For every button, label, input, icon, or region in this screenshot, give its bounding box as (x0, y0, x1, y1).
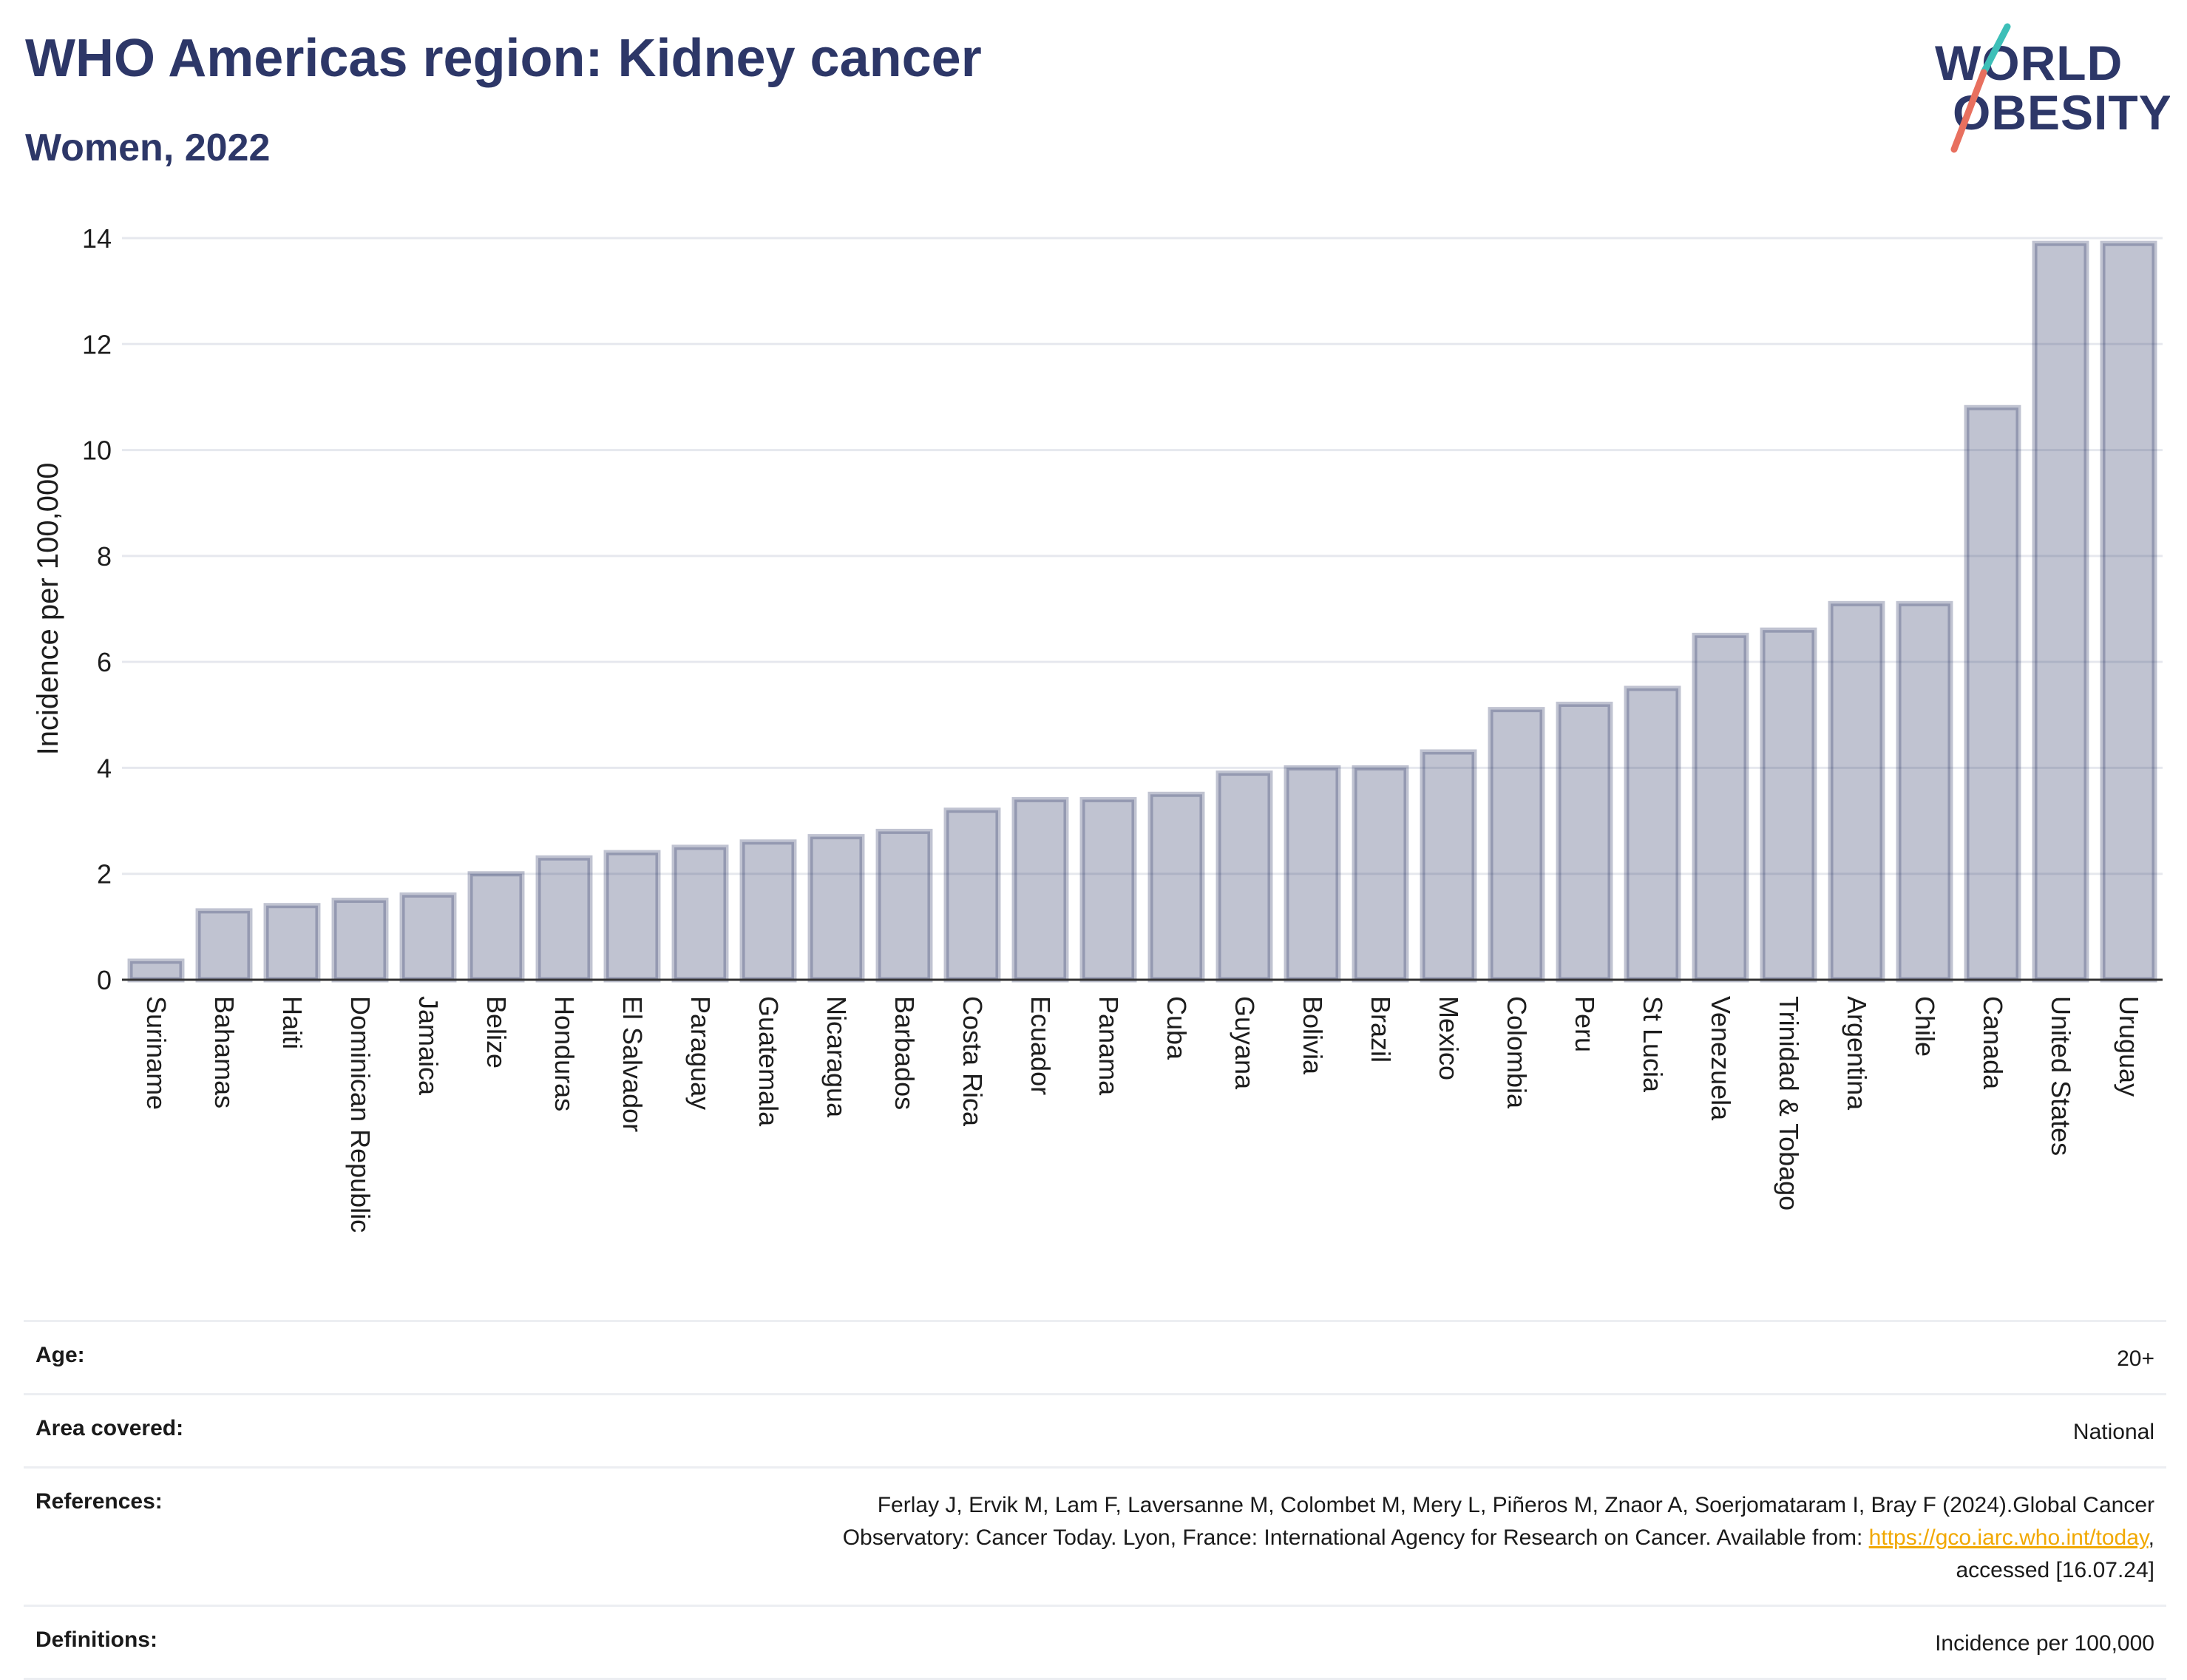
bar-guyana[interactable] (1215, 770, 1273, 983)
references-value: Ferlay J, Ervik M, Lam F, Laversanne M, … (267, 1466, 2166, 1606)
x-tick-label: Guyana (1230, 996, 1260, 1090)
x-tick-label: Cuba (1162, 996, 1192, 1060)
y-tick-label: 10 (82, 436, 112, 466)
y-tick-label: 12 (82, 329, 112, 359)
bar-guatemala[interactable] (739, 839, 797, 983)
x-tick-label: Guatemala (753, 996, 784, 1127)
bar-nicaragua[interactable] (807, 834, 865, 983)
x-tick-label: Chile (1910, 996, 1940, 1057)
bar-peru[interactable] (1556, 701, 1613, 983)
x-axis-ticks: Suriname Bahamas Haiti Dominican Republic Ja… (141, 996, 2144, 1233)
y-tick-label: 2 (97, 859, 112, 890)
bar-el-salvador[interactable] (603, 850, 661, 983)
bar-suriname[interactable] (127, 958, 185, 983)
info-row-references: References: Ferlay J, Ervik M, Lam F, La… (24, 1466, 2166, 1606)
y-tick-label: 14 (82, 223, 112, 254)
bar-venezuela[interactable] (1692, 632, 1749, 983)
logo-slash-bottom (1950, 69, 1987, 153)
x-tick-label: Mexico (1434, 996, 1464, 1080)
x-tick-label: Bolivia (1298, 996, 1328, 1075)
x-tick-label: Nicaragua (821, 996, 852, 1118)
references-line-2-suffix: , (2148, 1525, 2154, 1550)
x-tick-label: Bahamas (209, 996, 240, 1108)
logo-line-2: OBESITY (1953, 85, 2170, 140)
bar-paraguay[interactable] (671, 844, 729, 983)
bar-honduras[interactable] (535, 855, 593, 983)
x-tick-label: Peru (1570, 996, 1600, 1052)
x-tick-label: St Lucia (1638, 996, 1668, 1093)
x-tick-label: Suriname (141, 996, 172, 1110)
references-line-3: accessed [16.07.24] (1956, 1558, 2154, 1582)
references-link[interactable]: https://gco.iarc.who.int/today (1868, 1525, 2149, 1550)
references-line-1: Ferlay J, Ervik M, Lam F, Laversanne M, … (877, 1493, 2154, 1517)
y-tick-label: 8 (97, 541, 112, 572)
x-tick-label: Dominican Republic (345, 996, 376, 1233)
bars (127, 240, 2157, 983)
bar-argentina[interactable] (1828, 600, 1885, 983)
info-row-area: Area covered: National (24, 1393, 2166, 1468)
x-tick-label: El Salvador (617, 996, 648, 1132)
age-label: Age: (24, 1320, 268, 1395)
y-tick-label: 4 (97, 753, 112, 783)
bar-canada[interactable] (1964, 404, 2021, 983)
bar-haiti[interactable] (263, 903, 321, 983)
bar-brazil[interactable] (1352, 765, 1409, 983)
bar-cuba[interactable] (1147, 791, 1205, 983)
chart-subtitle: Women, 2022 (25, 126, 271, 169)
x-tick-label: Argentina (1842, 996, 1872, 1111)
chart-title: WHO Americas region: Kidney cancer (25, 29, 982, 88)
x-tick-label: Costa Rica (957, 996, 988, 1127)
bar-united-states[interactable] (2032, 240, 2089, 983)
info-row-age: Age: 20+ (24, 1320, 2166, 1395)
age-value: 20+ (267, 1320, 2166, 1395)
x-tick-label: Jamaica (413, 996, 444, 1096)
x-tick-label: Brazil (1366, 996, 1396, 1063)
x-tick-label: Belize (481, 996, 512, 1068)
bar-chart: 0 2 4 6 8 10 12 14 Suriname Bahamas Haiti Dominica… (32, 223, 2163, 1233)
x-tick-label: Ecuador (1025, 996, 1056, 1095)
gridlines (122, 237, 2163, 875)
world-obesity-logo: WORLD OBESITY (1935, 23, 2170, 153)
x-tick-label: Venezuela (1706, 996, 1736, 1121)
area-value: National (267, 1393, 2166, 1468)
y-tick-label: 6 (97, 647, 112, 677)
info-table: Age: 20+ Area covered: National Referenc… (24, 1320, 2166, 1680)
bar-bolivia[interactable] (1284, 765, 1341, 983)
x-tick-label: Colombia (1502, 996, 1532, 1109)
references-line-2: Observatory: Cancer Today. Lyon, France:… (842, 1525, 1869, 1550)
definitions-label: Definitions: (24, 1605, 268, 1680)
x-tick-label: Haiti (277, 996, 308, 1049)
bar-costa-rica[interactable] (943, 807, 1001, 983)
bar-chile[interactable] (1896, 600, 1953, 983)
x-tick-label: Trinidad & Tobago (1774, 996, 1804, 1210)
x-tick-label: Honduras (549, 996, 580, 1111)
logo-slash-top (1980, 23, 2011, 76)
logo-line-1: WORLD (1935, 35, 2123, 90)
bar-belize[interactable] (467, 871, 525, 983)
y-tick-label: 0 (97, 965, 112, 995)
bar-barbados[interactable] (875, 828, 933, 983)
x-tick-label: United States (2046, 996, 2076, 1156)
area-label: Area covered: (24, 1393, 268, 1468)
bar-ecuador[interactable] (1011, 796, 1069, 983)
bar-uruguay[interactable] (2100, 240, 2157, 983)
bar-mexico[interactable] (1420, 749, 1477, 983)
bar-trinidad-tobago[interactable] (1760, 627, 1817, 983)
x-tick-label: Uruguay (2114, 996, 2144, 1097)
bar-st-lucia[interactable] (1624, 685, 1681, 983)
references-label: References: (24, 1466, 268, 1606)
bar-jamaica[interactable] (399, 892, 457, 983)
y-axis-ticks: 0 2 4 6 8 10 12 14 (82, 223, 112, 995)
info-row-definitions: Definitions: Incidence per 100,000 (24, 1605, 2166, 1680)
x-tick-label: Barbados (889, 996, 920, 1110)
bar-colombia[interactable] (1488, 707, 1545, 983)
x-tick-label: Panama (1094, 996, 1124, 1096)
y-axis-label: Incidence per 100,000 (32, 463, 64, 756)
bar-bahamas[interactable] (195, 908, 253, 983)
bar-panama[interactable] (1079, 796, 1137, 983)
x-tick-label: Canada (1978, 996, 2008, 1090)
bar-dominican-republic[interactable] (331, 898, 389, 983)
definitions-value: Incidence per 100,000 (267, 1605, 2166, 1680)
x-tick-label: Paraguay (685, 996, 716, 1110)
